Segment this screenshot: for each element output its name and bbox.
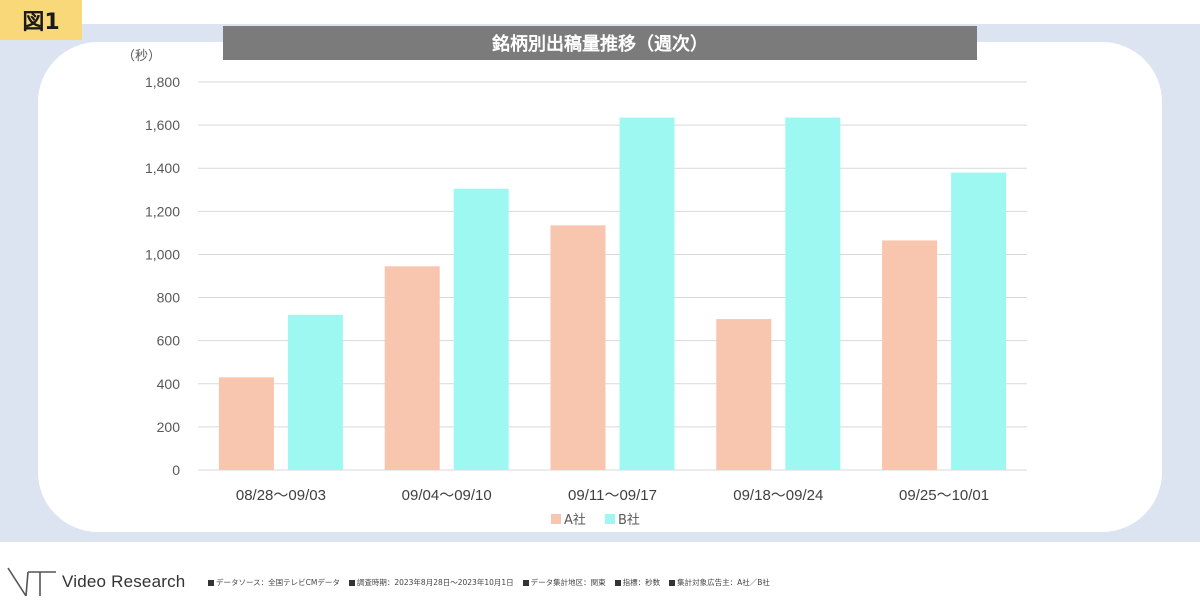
footnote: 集計対象広告主：A社／B社 [669, 577, 770, 588]
bar-b [453, 188, 509, 470]
bullet-square-icon [614, 579, 621, 586]
y-axis-ticks: 0 200 400 600 800 1,000 1,200 1,400 1,600 1,800 [145, 74, 180, 478]
y-tick-label: 1,800 [145, 74, 180, 90]
bullet-square-icon [208, 579, 214, 586]
footnote: 指標：秒数 [614, 577, 660, 588]
y-tick-label: 1,200 [145, 203, 180, 219]
footnote: データソース：全国テレビCMデータ [208, 577, 340, 588]
bars [218, 117, 1007, 471]
chart-title: 銘柄別出稿量推移（週次） [223, 26, 977, 60]
bar-b [287, 314, 343, 470]
bullet-square-icon [522, 579, 529, 586]
legend-swatch [605, 514, 615, 524]
footnote: 調査時期：2023年8月28日〜2023年10月1日 [348, 577, 514, 588]
footnote: データ集計地区：関東 [522, 577, 606, 588]
footnotes: データソース：全国テレビCMデータ 調査時期：2023年8月28日〜2023年10… [208, 577, 770, 588]
x-category-label: 09/25～10/01 [899, 487, 989, 504]
bullet-square-icon [669, 579, 676, 586]
y-tick-label: 1,400 [145, 160, 180, 176]
x-category-label: 08/28～09/03 [236, 487, 326, 504]
figure-label: 図1 [0, 0, 82, 40]
y-tick-label: 0 [172, 462, 180, 478]
x-category-label: 09/11～09/17 [568, 487, 657, 504]
y-tick-label: 600 [157, 333, 181, 349]
y-tick-label: 200 [157, 419, 181, 435]
y-tick-label: 800 [157, 290, 181, 306]
legend-label: B社 [618, 512, 640, 528]
y-tick-label: 1,600 [145, 117, 180, 133]
y-tick-label: 400 [157, 376, 181, 392]
brand-name: Video Research [62, 572, 186, 591]
x-category-label: 09/04～09/10 [402, 487, 492, 504]
legend: A社 B社 [551, 512, 640, 528]
bar-a [716, 319, 772, 470]
bar-a [384, 266, 440, 470]
x-category-label: 09/18～09/24 [733, 487, 823, 504]
bar-b [785, 117, 841, 471]
x-axis-categories: 08/28～09/03 09/04～09/10 09/11～09/17 09/18～0… [236, 487, 989, 504]
bar-b [951, 172, 1007, 471]
legend-swatch [551, 514, 561, 524]
bar-a [882, 240, 938, 470]
bar-b [619, 117, 675, 471]
video-research-logo-icon [7, 567, 56, 596]
legend-label: A社 [564, 512, 586, 528]
y-axis-unit-label: （秒） [122, 49, 161, 64]
bar-a [218, 377, 274, 470]
bar-a [550, 225, 606, 470]
bullet-square-icon [348, 579, 355, 586]
footer: Video Research データソース：全国テレビCMデータ 調査時期：202… [0, 560, 1200, 600]
y-tick-label: 1,000 [145, 246, 180, 262]
